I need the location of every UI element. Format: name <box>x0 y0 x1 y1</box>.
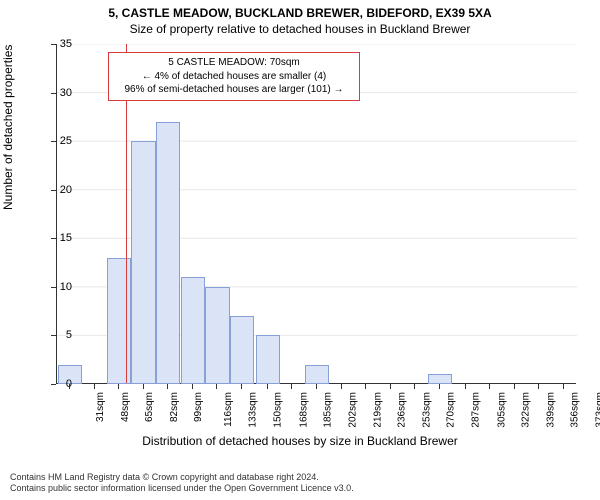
histogram-bar <box>131 141 156 384</box>
ytick-label: 20 <box>44 184 72 196</box>
histogram-bar <box>181 277 206 384</box>
chart-title-line1: 5, CASTLE MEADOW, BUCKLAND BREWER, BIDEF… <box>0 0 600 20</box>
callout-line2: ← 4% of detached houses are smaller (4) <box>115 70 353 84</box>
histogram-bar <box>305 365 330 384</box>
xtick-label: 82sqm <box>169 392 180 422</box>
xtick-mark <box>69 384 70 389</box>
xtick-mark <box>538 384 539 389</box>
histogram-bar <box>428 374 453 384</box>
callout-box: 5 CASTLE MEADOW: 70sqm ← 4% of detached … <box>108 52 360 101</box>
xtick-label: 65sqm <box>144 392 155 422</box>
xtick-mark <box>439 384 440 389</box>
xtick-label: 339sqm <box>545 392 556 428</box>
xtick-label: 287sqm <box>470 392 481 428</box>
xtick-mark <box>143 384 144 389</box>
xtick-label: 253sqm <box>421 392 432 428</box>
xtick-label: 236sqm <box>397 392 408 428</box>
xtick-label: 219sqm <box>372 392 383 428</box>
xtick-label: 322sqm <box>521 392 532 428</box>
xtick-mark <box>118 384 119 389</box>
xtick-mark <box>414 384 415 389</box>
xtick-mark <box>94 384 95 389</box>
xtick-mark <box>489 384 490 389</box>
histogram-chart: 5, CASTLE MEADOW, BUCKLAND BREWER, BIDEF… <box>0 0 600 500</box>
xtick-mark <box>341 384 342 389</box>
xtick-mark <box>167 384 168 389</box>
footer-line2: Contains public sector information licen… <box>10 483 354 494</box>
ytick-label: 35 <box>44 38 72 50</box>
x-axis-label: Distribution of detached houses by size … <box>0 434 600 448</box>
ytick-label: 0 <box>44 378 72 390</box>
xtick-mark <box>216 384 217 389</box>
xtick-mark <box>365 384 366 389</box>
y-axis-label: Number of detached properties <box>1 45 15 210</box>
callout-line1: 5 CASTLE MEADOW: 70sqm <box>115 56 353 70</box>
ytick-mark <box>51 44 56 45</box>
ytick-mark <box>51 238 56 239</box>
xtick-mark <box>192 384 193 389</box>
ytick-mark <box>51 93 56 94</box>
xtick-label: 99sqm <box>193 392 204 422</box>
histogram-bar <box>156 122 181 384</box>
ytick-label: 25 <box>44 135 72 147</box>
callout-line3: 96% of semi-detached houses are larger (… <box>115 83 353 97</box>
ytick-mark <box>51 335 56 336</box>
xtick-label: 133sqm <box>248 392 259 428</box>
xtick-mark <box>390 384 391 389</box>
ytick-label: 30 <box>44 87 72 99</box>
xtick-label: 202sqm <box>348 392 359 428</box>
ytick-mark <box>51 141 56 142</box>
xtick-mark <box>563 384 564 389</box>
histogram-bar <box>205 287 230 384</box>
xtick-label: 48sqm <box>120 392 131 422</box>
ytick-mark <box>51 287 56 288</box>
xtick-mark <box>291 384 292 389</box>
xtick-mark <box>316 384 317 389</box>
ytick-label: 10 <box>44 281 72 293</box>
xtick-label: 31sqm <box>95 392 106 422</box>
xtick-mark <box>465 384 466 389</box>
xtick-label: 356sqm <box>570 392 581 428</box>
xtick-label: 373sqm <box>595 392 600 428</box>
footer-attribution: Contains HM Land Registry data © Crown c… <box>10 472 354 495</box>
xtick-mark <box>267 384 268 389</box>
chart-title-line2: Size of property relative to detached ho… <box>0 20 600 36</box>
xtick-label: 150sqm <box>272 392 283 428</box>
xtick-label: 168sqm <box>298 392 309 428</box>
footer-line1: Contains HM Land Registry data © Crown c… <box>10 472 354 483</box>
ytick-label: 15 <box>44 232 72 244</box>
xtick-label: 305sqm <box>496 392 507 428</box>
ytick-mark <box>51 190 56 191</box>
xtick-label: 116sqm <box>223 392 234 427</box>
xtick-label: 185sqm <box>323 392 334 428</box>
histogram-bar <box>256 335 281 384</box>
histogram-bar <box>107 258 132 384</box>
xtick-label: 270sqm <box>446 392 457 428</box>
ytick-mark <box>51 384 56 385</box>
ytick-label: 5 <box>44 329 72 341</box>
histogram-bar <box>230 316 255 384</box>
xtick-mark <box>514 384 515 389</box>
xtick-mark <box>241 384 242 389</box>
